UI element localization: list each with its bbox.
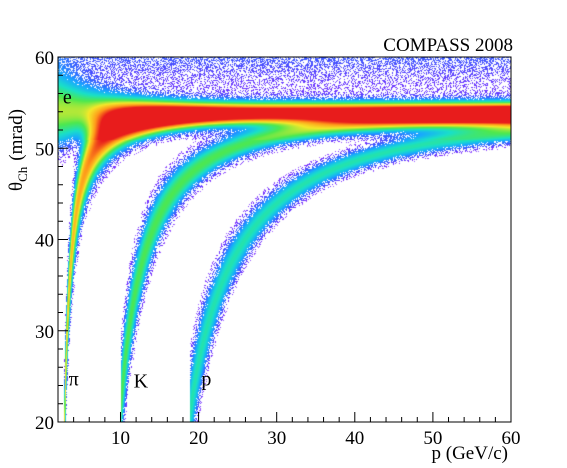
x-axis-label: p (GeV/c) — [432, 443, 509, 464]
x-tick-label: 60 — [502, 428, 521, 449]
band-label-pi: π — [69, 369, 79, 391]
x-tick-label: 10 — [111, 428, 130, 449]
y-axis-label: θCh (mrad) — [6, 109, 30, 191]
x-tick-label: 20 — [189, 428, 208, 449]
y-axis-label-symbol: θ — [6, 182, 27, 191]
density-heatmap — [58, 57, 511, 422]
x-axis: 10 20 30 40 50 60 — [57, 412, 521, 449]
y-tick-label: 30 — [35, 322, 54, 343]
y-tick-label: 60 — [35, 48, 54, 69]
y-axis-label-unit: (mrad) — [6, 109, 27, 161]
y-axis: 20 30 40 50 60 — [35, 48, 68, 434]
x-tick-label: 40 — [345, 428, 364, 449]
y-tick-label: 20 — [35, 413, 54, 434]
x-tick-label: 30 — [267, 428, 286, 449]
band-label-K: K — [134, 370, 149, 392]
y-tick-label: 50 — [35, 139, 54, 160]
chart-title: COMPASS 2008 — [383, 35, 513, 56]
band-label-e: e — [63, 87, 72, 109]
y-axis-label-subscript: Ch — [15, 166, 30, 182]
y-tick-label: 40 — [35, 231, 54, 252]
x-tick-label: 50 — [423, 428, 442, 449]
band-label-p: p — [201, 369, 211, 391]
